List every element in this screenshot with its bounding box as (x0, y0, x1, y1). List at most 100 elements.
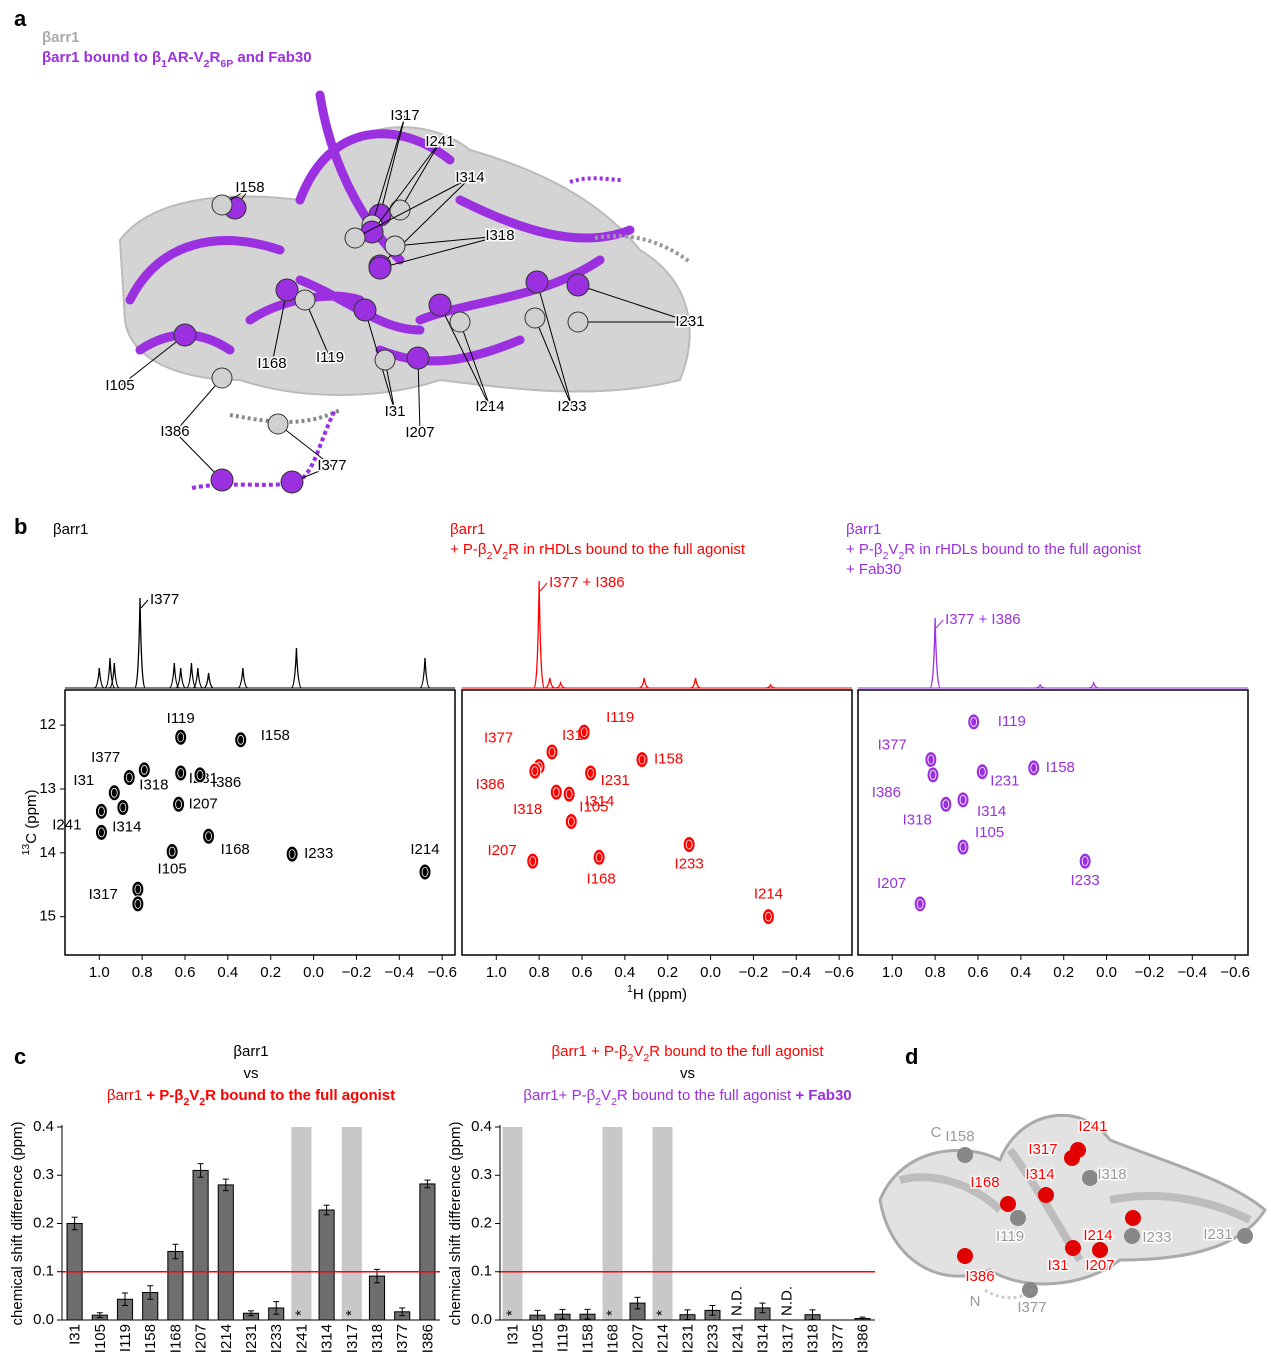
x-tick-label: I214 (654, 1324, 671, 1353)
residue-sphere (428, 293, 452, 317)
peak-label: I119 (998, 713, 1026, 730)
x-tick-label: 0.4 (1010, 964, 1031, 981)
text-segment: βarr1 (53, 521, 88, 538)
text-segment: βarr1 (233, 1043, 268, 1060)
residue-label: I314 (1025, 1166, 1054, 1183)
text-segment: AR-V (167, 49, 204, 66)
peak-contour-inner (175, 799, 182, 810)
residue-sphere (1092, 1242, 1108, 1258)
residue-sphere (1124, 1228, 1140, 1244)
x-tick-label: 0.4 (614, 964, 635, 981)
error-bar (559, 1308, 566, 1320)
residue-label: I31 (385, 403, 406, 420)
peak-contour-inner (552, 787, 560, 798)
residue-sphere (374, 349, 396, 371)
y-tick-label: 0.4 (33, 1118, 54, 1135)
peak-contour (592, 848, 606, 866)
text-segment: 2 (595, 1096, 601, 1108)
peak-label: I233 (675, 855, 704, 872)
spectrum-header: + Fab30 (846, 561, 901, 578)
peak-contour-inner (959, 794, 967, 805)
residue-sphere (524, 307, 546, 329)
peak-label: I317 (89, 886, 118, 903)
peak-label: I241 (52, 816, 81, 833)
chart-title: vs (244, 1065, 259, 1082)
peak-contour-inner (567, 816, 575, 827)
y-tick-label: 15 (39, 908, 56, 925)
text-segment: 2 (487, 550, 493, 562)
peak-label: I377 (484, 730, 513, 747)
spectrum-header: βarr1 (450, 521, 485, 538)
text-segment: R in rHDLs bound to the full agonist (508, 541, 746, 558)
x-tick-label: 0.2 (1053, 964, 1074, 981)
peak-contour-inner (110, 787, 118, 798)
peak-contour-inner (638, 754, 646, 765)
x-tick-label: I386 (419, 1324, 436, 1353)
error-bar (709, 1305, 716, 1316)
residue-sphere (957, 1248, 973, 1264)
peak-label: I168 (221, 841, 250, 858)
x-tick-label: I31 (67, 1324, 84, 1345)
loop-purple (569, 176, 623, 184)
peak-contour (975, 763, 989, 781)
error-bar (222, 1178, 229, 1192)
x-tick-label: I31 (504, 1324, 521, 1345)
peak-contour (926, 766, 940, 784)
text-segment: vs (244, 1065, 259, 1082)
projection-peak (544, 677, 555, 689)
projection-peak (134, 597, 146, 689)
error-bar (248, 1310, 254, 1317)
x-tick-label: −0.4 (1177, 964, 1207, 981)
peak-contour-inner (134, 884, 142, 895)
residue-label: I386 (965, 1268, 994, 1285)
x-tick-label: I119 (554, 1324, 571, 1352)
text-segment: R bound to the full agonist (205, 1087, 395, 1104)
residue-label: N (970, 1293, 981, 1310)
x-tick-label: 1.0 (89, 964, 110, 981)
x-tick-label: I233 (704, 1324, 721, 1353)
residue-sphere (384, 235, 406, 257)
residue-sphere (275, 278, 299, 302)
peak-contour-inner (978, 766, 986, 777)
text-segment: 2 (643, 1052, 649, 1064)
peak-label: I318 (903, 811, 932, 828)
projection-peak (1035, 683, 1046, 689)
residue-sphere (1000, 1196, 1016, 1212)
chart-title: βarr1 + P-β2V2R bound to the full agonis… (551, 1043, 824, 1064)
peak-label: I386 (476, 776, 505, 793)
y-tick-label: 0.1 (33, 1263, 54, 1280)
y-tick-label: 0.0 (471, 1311, 492, 1328)
shaded-band (291, 1127, 312, 1320)
peak-contour (94, 823, 108, 841)
projection-peak (175, 667, 186, 689)
panel-label: d (905, 1044, 918, 1069)
peak-contour-inner (140, 764, 148, 775)
leader-line (277, 423, 333, 467)
text-segment: 1 (161, 58, 167, 70)
peak-contour (1027, 759, 1041, 777)
x-tick-label: 0.8 (132, 964, 153, 981)
x-tick-label: I231 (243, 1324, 260, 1353)
peak-contour (1078, 852, 1092, 870)
error-bar (96, 1312, 103, 1319)
residue-label: I233 (1142, 1229, 1171, 1246)
plot-frame (64, 689, 456, 956)
text-segment: 2 (611, 1096, 617, 1108)
x-tick-label: −0.6 (824, 964, 854, 981)
x-tick-label: I318 (369, 1324, 386, 1353)
annotation-leader (140, 599, 149, 609)
x-tick-label: I168 (604, 1324, 621, 1353)
peak-contour-inner (1030, 763, 1038, 773)
shaded-band (502, 1127, 523, 1320)
residue-label: I241 (425, 133, 454, 150)
y-axis-label: 13C (ppm) (20, 790, 40, 856)
structure-d (878, 1113, 1267, 1300)
peak-contour (924, 751, 938, 769)
x-tick-label: 0.2 (260, 964, 281, 981)
leader-line (394, 235, 501, 247)
leader-line (371, 141, 441, 233)
text-segment: + Fab30 (846, 561, 901, 578)
text-segment: βarr1 (42, 29, 80, 46)
text-segment: V (601, 1087, 611, 1104)
